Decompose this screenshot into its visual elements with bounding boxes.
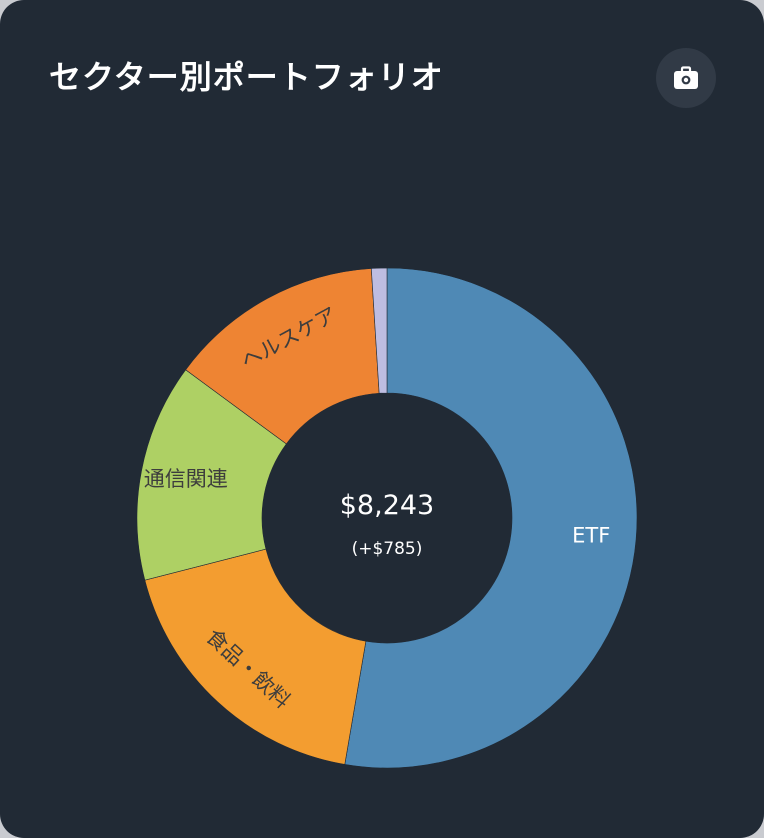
slice-2[interactable] xyxy=(144,548,367,765)
total-change: (+$785) xyxy=(352,539,423,559)
slice-5[interactable] xyxy=(370,267,388,394)
slice-label-3: 通信関連 xyxy=(144,467,228,491)
slice-4[interactable] xyxy=(185,268,380,445)
total-value: $8,243 xyxy=(340,490,434,521)
slice-3[interactable] xyxy=(136,369,287,581)
portfolio-button[interactable] xyxy=(656,48,716,108)
briefcase-icon xyxy=(674,66,698,89)
slice-1[interactable] xyxy=(344,267,638,769)
card-title: セクター別ポートフォリオ xyxy=(49,58,444,96)
slice-label-1: ETF xyxy=(572,523,610,547)
